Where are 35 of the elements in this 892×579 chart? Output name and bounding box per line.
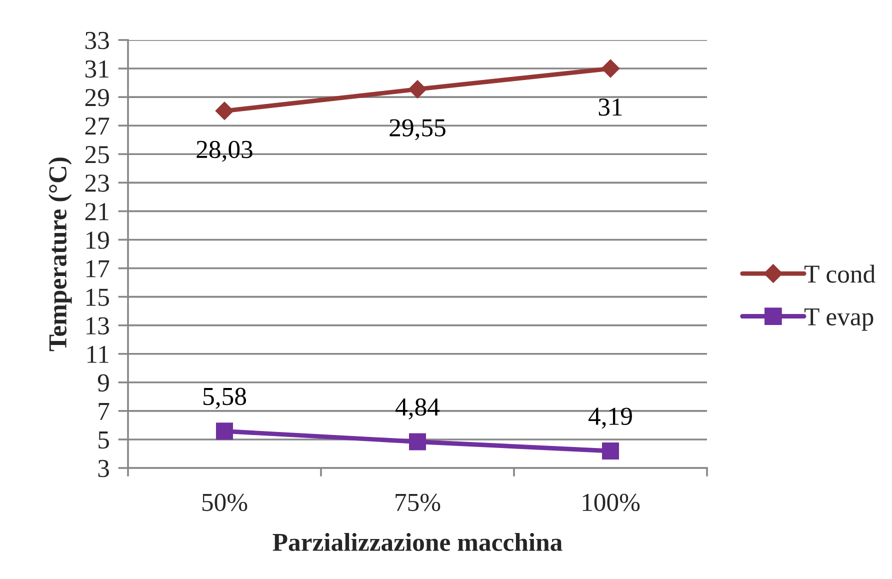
x-axis-title: Parzializzazione macchina — [272, 532, 562, 552]
data-label: 5,58 — [204, 388, 246, 409]
point — [215, 102, 234, 120]
y-axis-title: Temperature (°C) — [48, 158, 72, 352]
y-tick-label: 17 — [86, 260, 110, 278]
point — [216, 422, 234, 440]
data-label: 4,84 — [396, 398, 440, 420]
y-tick-label: 21 — [85, 203, 108, 220]
y-tick-label: 15 — [86, 288, 109, 306]
x-tick-label: 100% — [582, 494, 640, 512]
point — [408, 80, 427, 98]
y-tick-label: 25 — [85, 146, 109, 164]
data-label: 31 — [598, 98, 622, 116]
y-tick-label: 11 — [87, 346, 108, 363]
y-tick-label: 7 — [98, 403, 110, 420]
point — [601, 59, 620, 78]
y-tick-label: 13 — [86, 317, 109, 334]
y-tick-label: 9 — [98, 374, 109, 392]
point — [602, 442, 620, 460]
y-tick-label: 23 — [85, 174, 109, 192]
y-tick-label: 3 — [98, 460, 109, 478]
data-label: 28,03 — [196, 140, 252, 162]
data-label: 4,19 — [588, 408, 632, 429]
y-tick-label: 33 — [85, 32, 109, 50]
y-tick-label: 27 — [85, 118, 110, 135]
y-tick-label: 5 — [98, 432, 109, 449]
legend-label: T evap — [804, 308, 874, 331]
x-tick-label: 75% — [396, 494, 440, 512]
point — [408, 433, 426, 450]
data-label: 29,55 — [390, 119, 446, 140]
legend-label: T cond — [804, 264, 876, 283]
x-tick-label: 50% — [202, 494, 248, 512]
y-tick-label: 29 — [85, 88, 109, 106]
y-tick-label: 19 — [86, 232, 109, 249]
y-tick-label: 31 — [85, 60, 108, 78]
